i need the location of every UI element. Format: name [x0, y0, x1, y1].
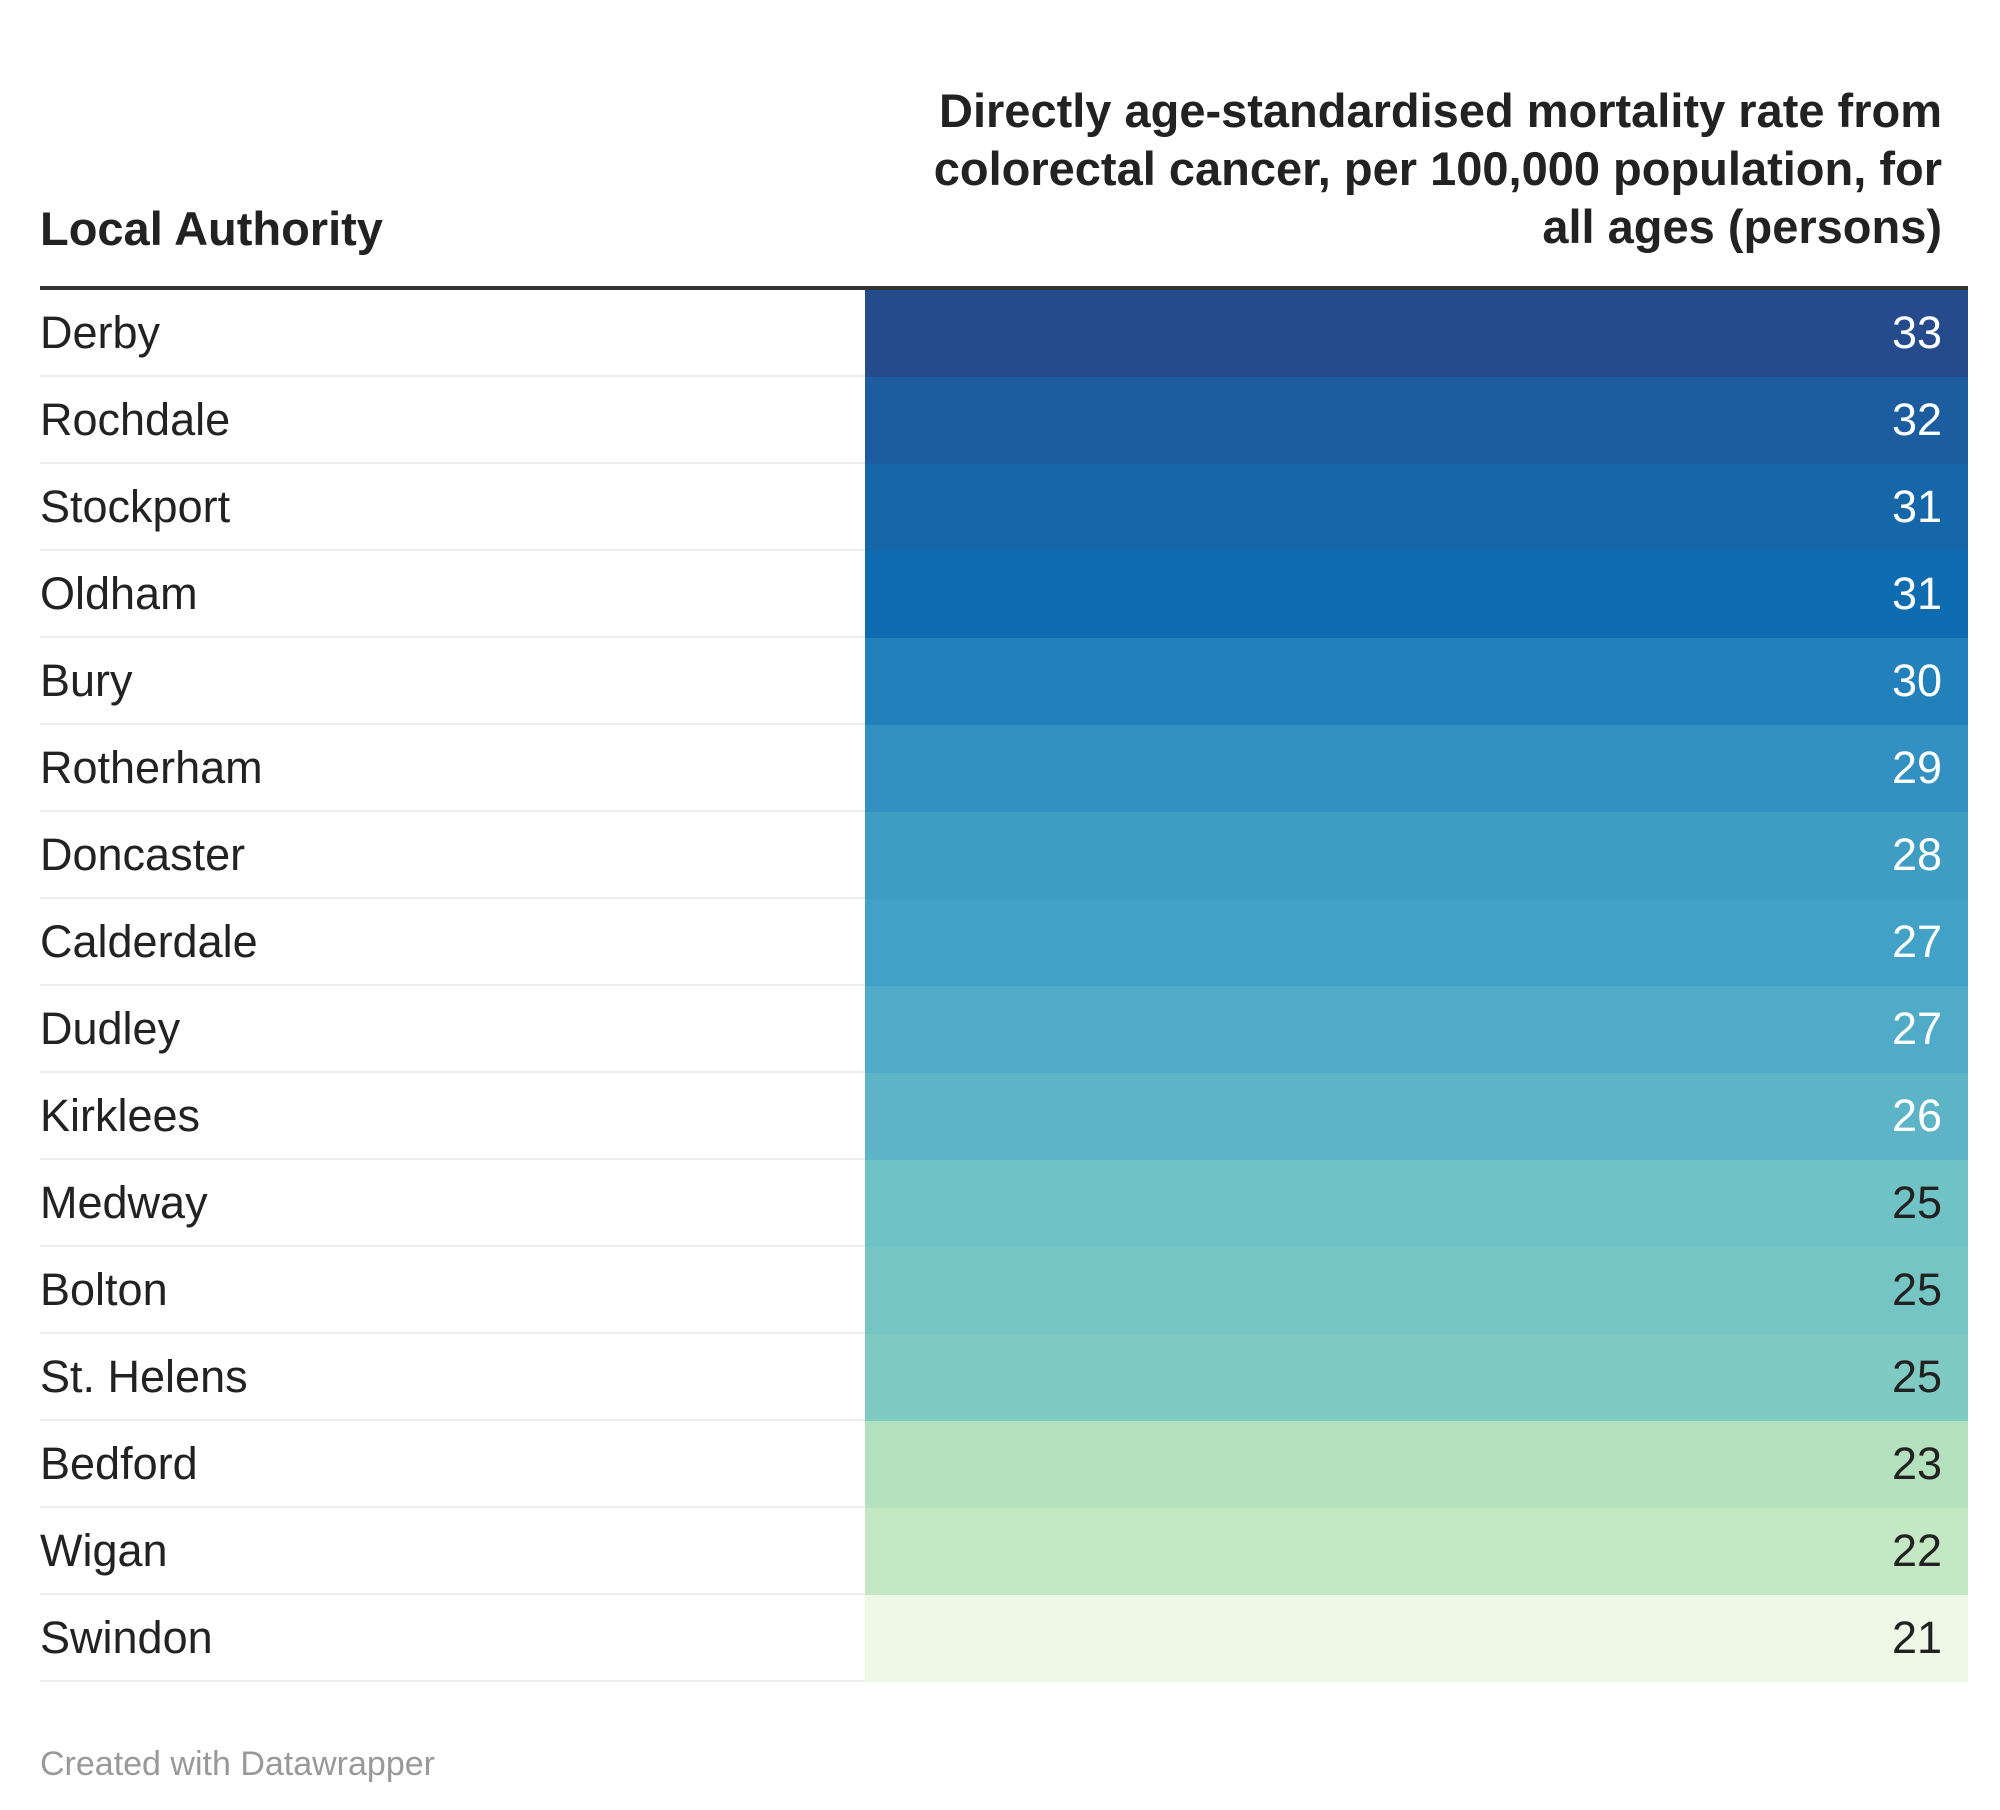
value-cell	[865, 551, 1968, 638]
value-label: 21	[1891, 1612, 1942, 1663]
row-label: Wigan	[40, 1525, 168, 1576]
table-row: Doncaster 28	[40, 812, 1968, 899]
value-label: 27	[1891, 916, 1942, 967]
value-label: 30	[1891, 655, 1942, 706]
row-label: Bolton	[40, 1264, 168, 1315]
value-cell	[865, 899, 1968, 986]
value-label: 27	[1891, 1003, 1942, 1054]
value-label: 29	[1891, 742, 1942, 793]
value-cell	[865, 1595, 1968, 1682]
row-label: Medway	[40, 1177, 208, 1228]
value-label: 33	[1891, 307, 1942, 358]
table-row: Dudley 27	[40, 986, 1968, 1073]
value-label: 25	[1891, 1351, 1942, 1402]
value-label: 31	[1891, 481, 1942, 532]
value-cell	[865, 1247, 1968, 1334]
row-label: Dudley	[40, 1003, 181, 1054]
row-label: St. Helens	[40, 1351, 248, 1402]
value-label: 23	[1891, 1438, 1942, 1489]
table-row: Swindon 21	[40, 1595, 1968, 1682]
table-row: Rochdale 32	[40, 377, 1968, 464]
value-cell	[865, 725, 1968, 812]
row-label: Bedford	[40, 1438, 198, 1489]
value-cell	[865, 1334, 1968, 1421]
value-label: 26	[1891, 1090, 1942, 1141]
value-cell	[865, 1073, 1968, 1160]
row-label: Swindon	[40, 1612, 213, 1663]
table-row: Kirklees 26	[40, 1073, 1968, 1160]
value-label: 31	[1891, 568, 1942, 619]
value-cell	[865, 1508, 1968, 1595]
table-row: Bolton 25	[40, 1247, 1968, 1334]
column-header-local-authority[interactable]: Local Authority	[40, 202, 383, 255]
row-label: Stockport	[40, 481, 231, 532]
value-cell	[865, 1421, 1968, 1508]
table-body: Derby 33 Rochdale 32 Stockport 31 Oldham 31 Bury…	[40, 290, 1968, 1682]
value-label: 22	[1891, 1525, 1942, 1576]
table-row: St. Helens 25	[40, 1334, 1968, 1421]
value-cell	[865, 1160, 1968, 1247]
data-table: Local Authority Directly age-standardise…	[40, 80, 1968, 1682]
value-cell	[865, 812, 1968, 899]
value-label: 25	[1891, 1177, 1942, 1228]
row-label: Bury	[40, 655, 133, 706]
value-label: 25	[1891, 1264, 1942, 1315]
row-label: Rotherham	[40, 742, 263, 793]
value-cell	[865, 638, 1968, 725]
table-row: Bedford 23	[40, 1421, 1968, 1508]
datawrapper-credit: Created with Datawrapper	[40, 1745, 435, 1783]
value-cell	[865, 377, 1968, 464]
value-cell	[865, 464, 1968, 551]
row-label: Doncaster	[40, 829, 246, 880]
table-row: Oldham 31	[40, 551, 1968, 638]
table-row: Derby 33	[40, 290, 1968, 377]
table-row: Bury 30	[40, 638, 1968, 725]
row-label: Derby	[40, 307, 161, 358]
row-label: Oldham	[40, 568, 198, 619]
table-row: Stockport 31	[40, 464, 1968, 551]
value-cell	[865, 986, 1968, 1073]
value-label: 28	[1891, 829, 1942, 880]
value-label: 32	[1891, 394, 1942, 445]
row-label: Calderdale	[40, 916, 258, 967]
table-header: Local Authority Directly age-standardise…	[40, 80, 1968, 290]
table-row: Wigan 22	[40, 1508, 1968, 1595]
table-row: Calderdale 27	[40, 899, 1968, 986]
value-cell	[865, 290, 1968, 377]
row-label: Kirklees	[40, 1090, 201, 1141]
column-header-mortality-rate[interactable]: Directly age-standardised mortality rate…	[933, 84, 1942, 253]
row-label: Rochdale	[40, 394, 231, 445]
table-row: Rotherham 29	[40, 725, 1968, 812]
table-row: Medway 25	[40, 1160, 1968, 1247]
